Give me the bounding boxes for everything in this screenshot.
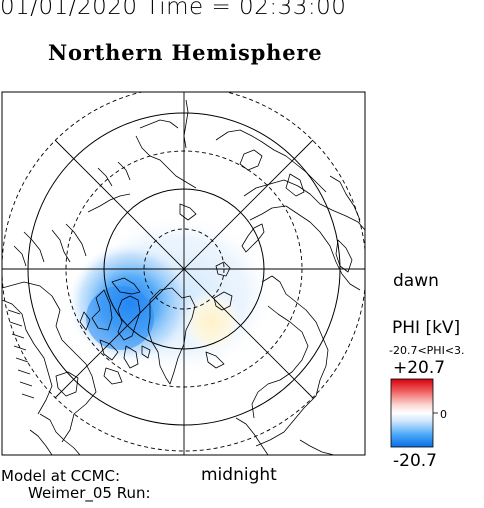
midnight-label: midnight <box>201 465 277 485</box>
colorbar-range-text: -20.7<PHI<3. <box>389 344 465 357</box>
coastlines <box>2 99 365 455</box>
hemisphere-title: Northern Hemisphere <box>48 40 323 65</box>
model-label: Model at CCMC: <box>1 467 121 485</box>
run-label: Weimer_05 Run: <box>28 484 151 502</box>
latitude-circles-solid <box>27 112 341 426</box>
colorbar-quantity-label: PHI [kV] <box>392 318 461 338</box>
colorbar-gradient <box>390 378 434 448</box>
coast-hatch <box>7 309 35 399</box>
colorbar-min-label: -20.7 <box>393 451 437 471</box>
meridian-lines <box>2 92 365 455</box>
colorbar-zero-label: 0 <box>440 408 447 421</box>
colorbar-max-label: +20.7 <box>393 358 446 378</box>
timestamp-title: 01/01/2020 Time = 02:33:00 <box>0 0 347 20</box>
latitude-circles-dashed <box>2 92 365 452</box>
dawn-label: dawn <box>393 271 439 291</box>
